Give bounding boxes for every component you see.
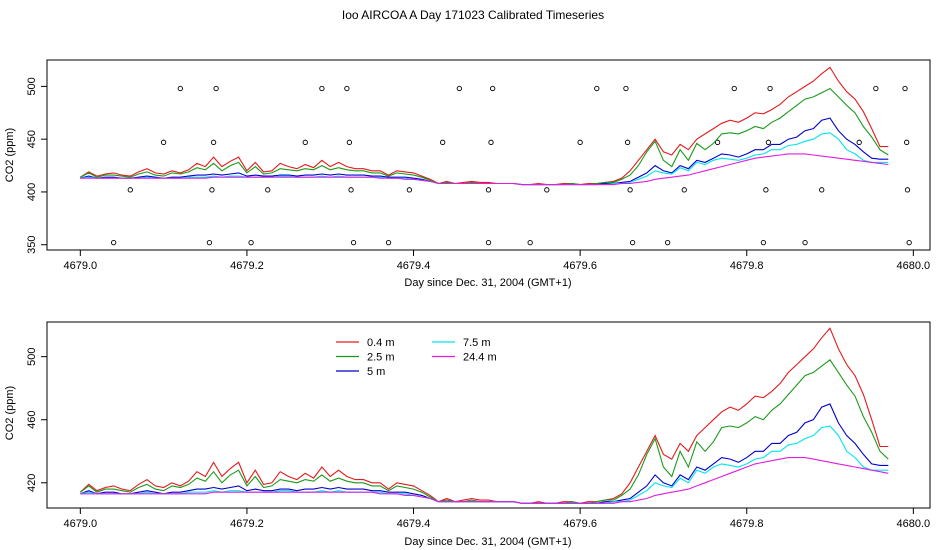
upper-marker-point xyxy=(346,139,353,145)
upper-marker-point xyxy=(577,139,583,145)
upper-marker-point xyxy=(902,85,908,92)
lower-y-tick-label: 460 xyxy=(26,411,38,429)
upper-marker-point xyxy=(904,187,911,193)
upper-series-24-4-m xyxy=(80,153,889,186)
lower-x-axis-label: Day since Dec. 31, 2004 (GMT+1) xyxy=(404,536,571,548)
upper-marker-point xyxy=(485,239,492,246)
upper-marker-point xyxy=(906,239,912,246)
upper-marker-point xyxy=(731,85,737,92)
legend: 0.4 m 2.5 m 5 m 7.5 m 24.4 m xyxy=(336,337,497,378)
lower-series-2-5-m xyxy=(79,359,889,504)
upper-marker-point xyxy=(664,239,671,246)
upper-marker-point xyxy=(490,85,496,92)
lower-x-tick-label: 4679.2 xyxy=(230,518,264,530)
legend-label: 2.5 m xyxy=(367,352,395,364)
upper-x-tick-label: 4679.0 xyxy=(63,260,97,272)
upper-marker-point xyxy=(594,85,600,92)
upper-marker-point xyxy=(544,187,550,193)
legend-label: 24.4 m xyxy=(463,352,497,364)
upper-marker-point xyxy=(629,239,636,246)
upper-y-tick-label: 500 xyxy=(26,77,38,95)
upper-marker-point xyxy=(206,239,213,246)
upper-series-5-m xyxy=(80,117,889,186)
lower-series-5-m xyxy=(80,403,889,504)
upper-marker-point xyxy=(624,139,631,145)
upper-marker-point xyxy=(760,239,767,246)
upper-marker-point xyxy=(350,239,357,246)
upper-marker-point xyxy=(819,187,825,193)
upper-marker-point xyxy=(160,139,167,145)
upper-marker-point xyxy=(765,139,772,145)
upper-series-0-4-m xyxy=(80,66,889,186)
upper-marker-point xyxy=(319,85,325,92)
upper-marker-point xyxy=(681,187,687,193)
lower-x-tick-label: 4679.0 xyxy=(63,518,97,530)
chart-title: Ioo AIRCOA A Day 171023 Calibrated Times… xyxy=(342,8,604,22)
upper-marker-point xyxy=(627,187,633,193)
lower-plot-frame xyxy=(46,321,931,509)
upper-marker-point xyxy=(248,239,254,246)
upper-marker-point xyxy=(210,139,217,145)
upper-x-tick-label: 4679.2 xyxy=(230,260,264,272)
upper-y-tick-label: 350 xyxy=(26,236,38,254)
lower-x-tick-label: 4679.4 xyxy=(397,518,431,530)
lower-x-tick-label: 4679.6 xyxy=(563,518,597,530)
upper-marker-point xyxy=(348,187,354,193)
upper-marker-point xyxy=(265,187,271,193)
upper-x-tick-label: 4679.6 xyxy=(563,260,597,272)
upper-marker-point xyxy=(714,139,721,145)
upper-marker-point xyxy=(177,85,183,92)
legend-label: 0.4 m xyxy=(367,337,395,349)
lower-y-tick-label: 500 xyxy=(26,347,38,365)
legend-label: 5 m xyxy=(367,366,385,378)
upper-marker-point xyxy=(767,85,773,92)
upper-y-axis-label: CO2 (ppm) xyxy=(4,128,16,182)
upper-y-tick-label: 450 xyxy=(26,130,38,148)
upper-marker-point xyxy=(904,139,910,145)
upper-marker-point xyxy=(873,85,879,92)
upper-marker-point xyxy=(456,85,462,92)
upper-marker-point xyxy=(488,139,494,145)
upper-marker-point xyxy=(213,85,219,92)
upper-marker-point xyxy=(623,85,629,92)
upper-x-axis-label: Day since Dec. 31, 2004 (GMT+1) xyxy=(404,277,571,289)
upper-marker-point xyxy=(802,239,808,246)
lower-series-24-4-m xyxy=(80,457,889,504)
upper-marker-point xyxy=(209,187,215,193)
upper-marker-point xyxy=(856,139,862,145)
lower-x-tick-label: 4680.0 xyxy=(897,518,931,530)
upper-panel: 4679.0 4679.2 4679.4 4679.6 4679.8 4680.0 350… xyxy=(4,59,931,289)
lower-x-tick-label: 4679.8 xyxy=(730,518,764,530)
upper-marker-point xyxy=(344,85,350,92)
upper-x-tick-label: 4679.8 xyxy=(730,260,764,272)
lower-panel: 4679.0 4679.2 4679.4 4679.6 4679.8 4680.0 420… xyxy=(4,321,931,548)
lower-y-axis-label: CO2 (ppm) xyxy=(4,386,16,440)
upper-marker-point xyxy=(763,187,769,193)
legend-label: 7.5 m xyxy=(463,337,491,349)
upper-marker-point xyxy=(385,239,392,246)
upper-marker-point xyxy=(527,239,533,246)
upper-series-2-5-m xyxy=(80,87,889,186)
upper-y-tick-label: 400 xyxy=(26,183,38,201)
upper-marker-point xyxy=(440,139,446,145)
lower-y-tick-label: 420 xyxy=(26,474,38,492)
lower-series-7-5-m xyxy=(80,425,889,504)
upper-marker-point xyxy=(110,239,117,246)
upper-marker-point xyxy=(485,187,492,193)
upper-x-tick-label: 4680.0 xyxy=(897,260,931,272)
upper-marker-point xyxy=(127,187,133,193)
upper-marker-point xyxy=(302,139,308,145)
upper-x-tick-label: 4679.4 xyxy=(397,260,431,272)
upper-plot-frame xyxy=(46,59,931,251)
upper-marker-point xyxy=(406,187,413,193)
lower-series-0-4-m xyxy=(79,327,889,504)
